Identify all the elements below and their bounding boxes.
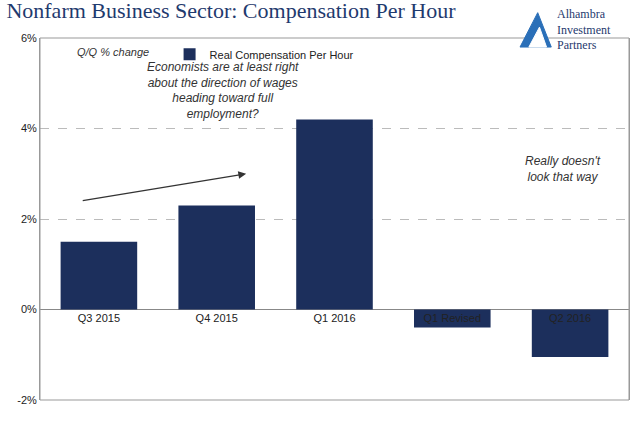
svg-text:Q2 2016: Q2 2016 <box>549 312 591 324</box>
svg-text:-2%: -2% <box>17 394 37 406</box>
svg-text:AlhambraInvestmentPartners: AlhambraInvestmentPartners <box>557 7 611 52</box>
svg-text:Nonfarm Business Sector: Compe: Nonfarm Business Sector: Compensation Pe… <box>6 0 456 23</box>
svg-text:2%: 2% <box>21 213 37 225</box>
svg-text:6%: 6% <box>21 32 37 44</box>
svg-text:Q/Q % change: Q/Q % change <box>77 46 149 58</box>
svg-text:Q3 2015: Q3 2015 <box>78 312 120 324</box>
svg-text:Q1 2016: Q1 2016 <box>313 312 355 324</box>
svg-text:Q1 Revised: Q1 Revised <box>424 312 481 324</box>
svg-text:Real Compensation Per Hour: Real Compensation Per Hour <box>210 49 354 61</box>
svg-text:Really doesn'tlook that way: Really doesn'tlook that way <box>525 154 601 184</box>
svg-text:0%: 0% <box>21 303 37 315</box>
svg-text:4%: 4% <box>21 122 37 134</box>
svg-text:Q4 2015: Q4 2015 <box>196 312 238 324</box>
svg-text:Economists are at least righta: Economists are at least rightabout the d… <box>147 60 299 121</box>
